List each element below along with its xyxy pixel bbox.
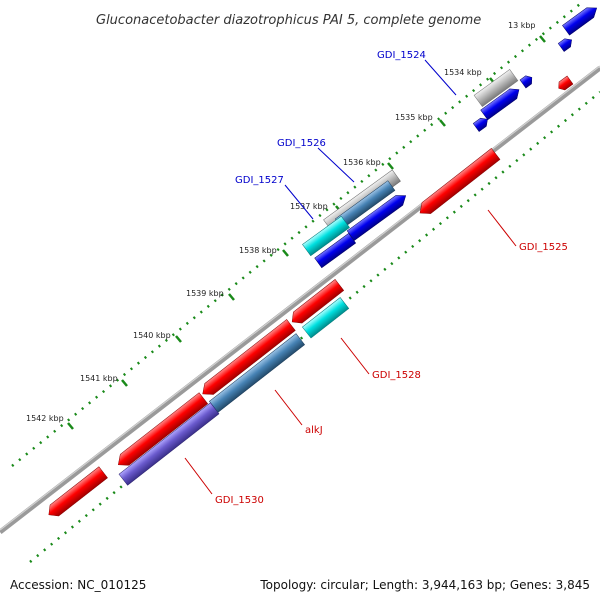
major-ticks (67, 35, 546, 430)
label-GDI-1527[interactable]: GDI_1527 (235, 175, 284, 186)
gene-GDI-1528-cyan[interactable] (302, 297, 350, 339)
gene-forward-1524a[interactable] (562, 3, 600, 36)
gene-forward-1538[interactable] (314, 233, 357, 269)
gene-GDI-1530[interactable] (118, 402, 220, 486)
label-GDI-1526[interactable]: GDI_1526 (277, 138, 326, 149)
gene-red-1540[interactable] (198, 319, 296, 399)
tick-label-1541-kbp: 1541 kbp (80, 374, 118, 383)
gene-GDI-1527[interactable] (302, 215, 350, 257)
gene-forward-1537[interactable] (346, 191, 409, 241)
tick-label-1537-kbp: 1537 kbp (290, 202, 328, 211)
label-GDI-1530[interactable]: GDI_1530 (215, 495, 264, 506)
label-leaders (184, 59, 517, 495)
gene-forward-small-c[interactable] (472, 115, 490, 132)
label-GDI-1524[interactable]: GDI_1524 (377, 50, 426, 61)
tick-label-1534-kbp: 1534 kbp (444, 68, 482, 77)
tick-label-1540-kbp: 1540 kbp (133, 331, 171, 340)
gene-GDI-1525[interactable] (416, 148, 501, 218)
tick-label-1538-kbp: 1538 kbp (239, 246, 277, 255)
accession-text: Accession: NC_010125 (10, 578, 147, 592)
map-title: Gluconacetobacter diazotrophicus PAI 5, … (96, 13, 481, 28)
genome-backbone (0, 66, 600, 534)
gene-forward-small-b[interactable] (519, 73, 535, 89)
gene-GDI-1528-red[interactable] (288, 279, 345, 327)
label-GDI-1528[interactable]: GDI_1528 (372, 370, 421, 381)
tick-label-13-kbp: 13 kbp (508, 21, 536, 30)
tick-label-1542-kbp: 1542 kbp (26, 414, 64, 423)
gene-forward-small-a[interactable] (557, 36, 574, 52)
outer-tick-ring (11, 3, 581, 467)
gene-forward-1535[interactable] (480, 85, 523, 121)
tick-label-1535-kbp: 1535 kbp (395, 113, 433, 122)
label-GDI-1525[interactable]: GDI_1525 (519, 242, 568, 253)
gene-red-1541[interactable] (114, 392, 209, 471)
gene-grey-1534[interactable] (473, 69, 519, 107)
topology-text: Topology: circular; Length: 3,944,163 bp… (260, 578, 590, 592)
tick-label-1536-kbp: 1536 kbp (343, 158, 381, 167)
gene-red-1542[interactable] (45, 466, 108, 521)
label-alkJ[interactable]: alkJ (305, 425, 323, 436)
gene-reverse-small-red[interactable] (556, 75, 574, 92)
tick-label-1539-kbp: 1539 kbp (186, 289, 224, 298)
